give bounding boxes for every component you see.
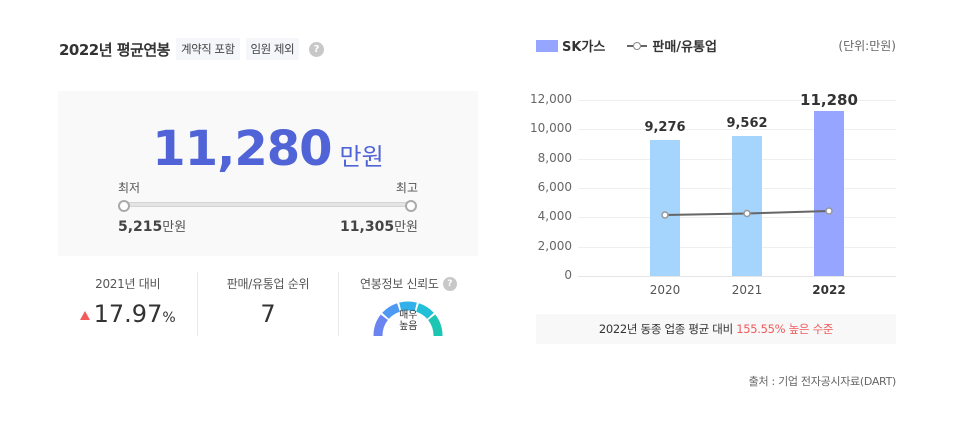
tag-contract-included: 계약직 포함 [175, 38, 240, 60]
salary-header: 2022년 평균연봉 계약직 포함 임원 제외 ? [59, 38, 325, 60]
stat-reliability-label: 연봉정보 신뢰도 ? [360, 275, 457, 292]
help-icon[interactable]: ? [442, 276, 457, 291]
unit-label: (단위:만원) [838, 39, 896, 53]
stat-reliability: 연봉정보 신뢰도 ? 매우 높음 [337, 272, 478, 336]
range-max-unit: 만원 [394, 220, 418, 235]
bar-label-2021: 9,562 [726, 116, 768, 131]
range-min-label: 최저 [118, 181, 141, 195]
y-tick: 0 [564, 268, 572, 282]
y-tick: 10,000 [530, 121, 572, 135]
industry-line-series [661, 207, 833, 219]
gauge-text: 매우 높음 [372, 310, 444, 332]
chart-legend: SK가스 판매/유통업 [536, 36, 717, 55]
range-min-number: 5,215 [118, 219, 163, 235]
tag-executives-excluded: 임원 제외 [245, 38, 300, 60]
y-tick: 4,000 [537, 209, 572, 223]
bar-2021[interactable] [732, 136, 762, 276]
y-tick: 2,000 [537, 239, 572, 253]
range-max-number: 11,305 [340, 219, 395, 235]
gridline [578, 129, 896, 130]
average-salary-unit: 만원 [339, 143, 384, 171]
salary-summary-box: 11,280 만원 최저 최고 5,215만원 11,305만원 [58, 91, 478, 256]
x-tick-2020: 2020 [649, 283, 681, 297]
bar-2022[interactable] [814, 111, 844, 276]
x-tick-2022: 2022 [812, 283, 846, 297]
y-tick: 12,000 [530, 92, 572, 106]
comparison-highlight: 155.55% 높은 수준 [736, 322, 834, 336]
line-legend-marker-icon [627, 41, 648, 50]
industry-comparison: 2022년 동종 업종 평균 대비 155.55% 높은 수준 [536, 314, 896, 344]
bar-legend-swatch-icon [536, 39, 558, 52]
gauge-text-line1: 매우 [399, 310, 418, 321]
legend-industry: 판매/유통업 [652, 40, 717, 55]
average-salary-value: 11,280 [152, 121, 332, 177]
trend-up-icon [79, 311, 90, 320]
y-tick: 6,000 [537, 180, 572, 194]
bar-2020[interactable] [650, 140, 680, 276]
stat-reliability-text: 연봉정보 신뢰도 [359, 277, 439, 291]
salary-chart: 12,000 10,000 8,000 6,000 4,000 2,000 0 … [530, 90, 900, 300]
data-source: 출처 : 기업 전자공시자료(DART) [748, 375, 897, 388]
stats-row: 2021년 대비 17.97% 판매/유통업 순위 7 연봉정보 신뢰도 ? 매… [58, 272, 478, 336]
average-salary: 11,280 만원 [58, 121, 478, 177]
range-max-label: 최고 [395, 181, 418, 195]
range-min-dot-icon [118, 200, 130, 212]
range-min-value: 5,215만원 [118, 216, 186, 235]
range-max-value: 11,305만원 [340, 216, 418, 235]
comparison-text: 2022년 동종 업종 평균 대비 [598, 322, 737, 336]
gauge-text-line2: 높음 [399, 321, 418, 332]
legend-company: SK가스 [562, 40, 606, 55]
salary-range-track [124, 202, 411, 207]
page-title: 2022년 평균연봉 [59, 40, 170, 59]
range-min-unit: 만원 [162, 220, 187, 235]
stat-yoy-number: 17.97 [93, 300, 163, 328]
stat-yoy-label: 2021년 대비 [95, 277, 161, 291]
stat-yoy-value: 17.97% [58, 300, 197, 328]
stat-rank-value: 7 [260, 300, 276, 328]
stat-yoy-suffix: % [162, 310, 176, 326]
y-tick: 8,000 [537, 151, 572, 165]
x-axis-line [578, 276, 896, 277]
bar-label-2022: 11,280 [800, 91, 858, 109]
stat-yoy: 2021년 대비 17.97% [58, 272, 197, 336]
bar-label-2020: 9,276 [644, 120, 686, 135]
range-max-dot-icon [405, 200, 417, 212]
reliability-gauge-icon: 매우 높음 [372, 296, 444, 336]
x-tick-2021: 2021 [731, 283, 763, 297]
stat-rank-label: 판매/유통업 순위 [226, 277, 310, 291]
stat-rank: 판매/유통업 순위 7 [197, 272, 337, 336]
gridline [578, 100, 896, 101]
help-icon[interactable]: ? [309, 41, 325, 57]
